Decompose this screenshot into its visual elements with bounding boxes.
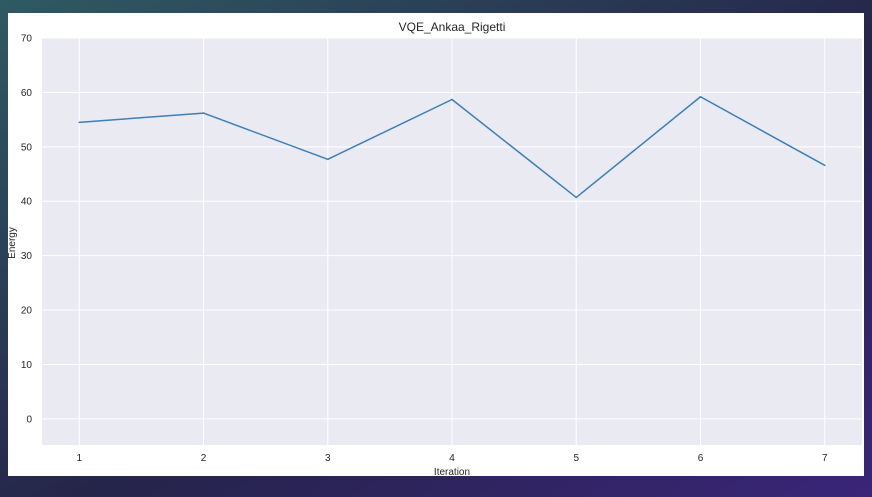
x-tick-label: 7 — [822, 453, 828, 464]
y-tick-labels: 0 10 20 30 40 50 60 70 — [21, 34, 33, 426]
y-tick-label: 40 — [21, 197, 33, 208]
y-tick-label: 70 — [21, 34, 33, 45]
x-tick-label: 1 — [76, 453, 82, 464]
data-point — [699, 95, 702, 98]
y-tick-label: 50 — [21, 142, 33, 153]
x-tick-label: 2 — [201, 453, 207, 464]
y-tick-label: 20 — [21, 306, 33, 317]
y-tick-label: 60 — [21, 88, 33, 99]
x-tick-label: 5 — [573, 453, 579, 464]
x-tick-labels: 1 2 3 4 5 6 7 — [76, 453, 827, 464]
y-tick-label: 10 — [21, 360, 33, 371]
data-point — [575, 196, 578, 199]
line-chart: 0 10 20 30 40 50 60 70 1 2 3 4 5 6 7 VQE_Ankaa_Rigett… — [7, 20, 862, 478]
data-point — [78, 121, 81, 124]
data-point — [823, 164, 826, 167]
chart-figure: 0 10 20 30 40 50 60 70 1 2 3 4 5 6 7 VQE_Ankaa_Rigett… — [7, 13, 864, 478]
x-tick-label: 6 — [698, 453, 704, 464]
chart-title: VQE_Ankaa_Rigetti — [399, 20, 506, 34]
y-tick-label: 30 — [21, 251, 33, 262]
data-point — [202, 112, 205, 114]
x-axis-label: Iteration — [434, 467, 470, 476]
x-gridlines — [78, 38, 826, 445]
y-axis-label: Energy — [8, 227, 18, 259]
data-point — [451, 98, 453, 101]
series-group — [78, 95, 826, 199]
data-point — [326, 158, 329, 161]
y-tick-label: 0 — [26, 414, 32, 425]
x-tick-label: 3 — [325, 453, 331, 464]
x-tick-label: 4 — [449, 453, 455, 464]
